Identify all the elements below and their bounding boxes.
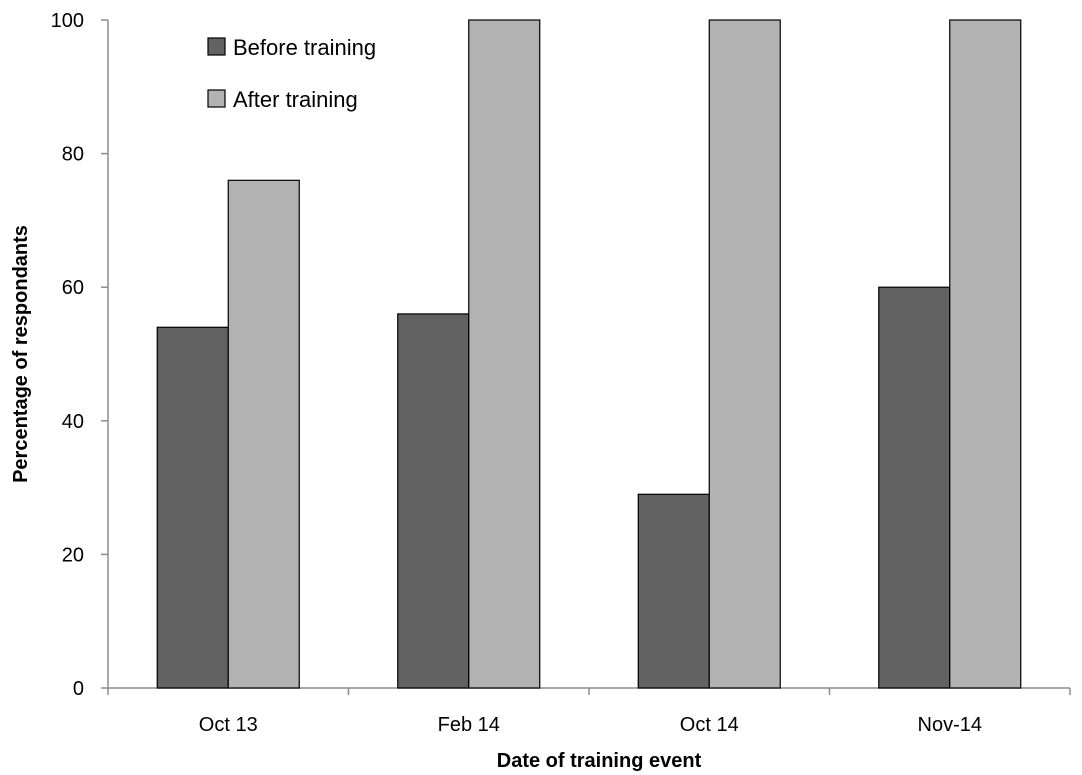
y-tick-label: 40 <box>62 411 84 433</box>
x-tick-label: Nov-14 <box>918 714 982 736</box>
legend-label-before-training: Before training <box>233 35 376 60</box>
legend-swatch-after-training <box>207 89 226 108</box>
bar-after-training <box>227 179 300 689</box>
y-axis-title: Percentage of respondants <box>10 225 32 483</box>
bar-after-training <box>468 19 541 689</box>
x-tick-label: Oct 13 <box>199 714 258 736</box>
legend-swatch-before-training <box>207 37 226 56</box>
x-axis-title: Date of training event <box>497 750 702 772</box>
bar-before-training <box>397 313 470 689</box>
x-axis: Oct 13 Feb 14 Oct 14 Nov-14 <box>107 687 1071 736</box>
bar-before-training <box>637 493 710 689</box>
x-tick-label: Oct 14 <box>680 714 739 736</box>
bar-before-training <box>156 326 229 689</box>
y-tick-label: 60 <box>62 277 84 299</box>
legend-label-after-training: After training <box>233 87 358 112</box>
bar-before-training <box>878 286 951 689</box>
y-axis: 0 20 40 60 80 100 <box>51 10 109 700</box>
y-tick-label: 20 <box>62 544 84 566</box>
bar-after-training <box>949 19 1022 689</box>
bar-after-training <box>708 19 781 689</box>
y-tick-label: 100 <box>51 10 84 32</box>
bars <box>156 19 1022 689</box>
legend: Before training After training <box>207 35 376 112</box>
y-tick-label: 80 <box>62 144 84 166</box>
y-tick-label: 0 <box>73 678 84 700</box>
x-tick-label: Feb 14 <box>438 714 500 736</box>
